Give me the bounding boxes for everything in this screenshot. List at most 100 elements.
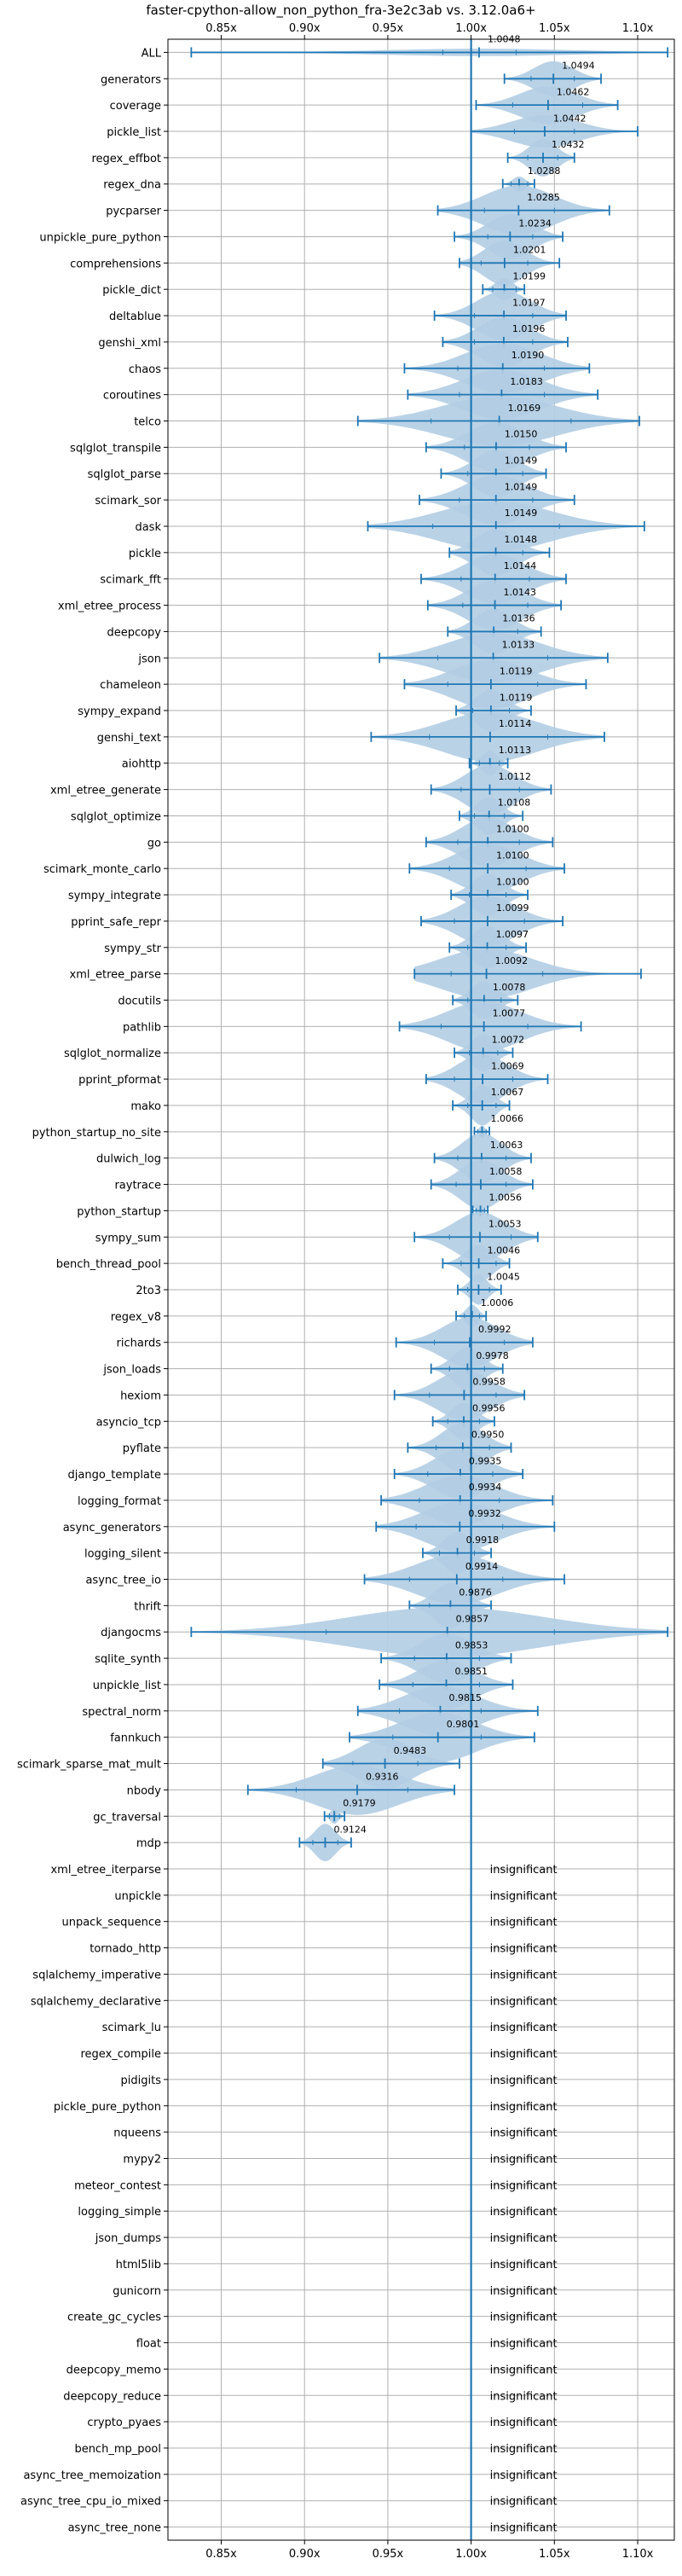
benchmark-label: fannkuch	[110, 1732, 161, 1745]
benchmark-label: thrift	[134, 1600, 161, 1613]
benchmark-label: deepcopy_reduce	[63, 2390, 161, 2403]
insignificant-label: insignificant	[490, 2338, 558, 2351]
insignificant-label: insignificant	[490, 2443, 558, 2456]
benchmark-label: richards	[117, 1337, 162, 1350]
benchmark-label: genshi_text	[97, 732, 161, 745]
data-label: 0.9914	[465, 1561, 499, 1572]
data-label: 1.0149	[505, 455, 538, 467]
data-label: 0.9801	[447, 1719, 480, 1730]
benchmark-label: coroutines	[103, 390, 161, 403]
insignificant-label: insignificant	[490, 2048, 558, 2061]
grid-layer	[168, 39, 674, 2540]
violin-deltablue	[433, 290, 567, 341]
benchmark-label: unpickle_list	[93, 1680, 161, 1692]
data-label: 0.9316	[366, 1772, 399, 1783]
violin-2to3	[457, 1274, 502, 1305]
data-label: 1.0119	[500, 692, 533, 703]
benchmark-label: create_gc_cycles	[67, 2312, 161, 2324]
benchmark-label: pycparser	[106, 206, 161, 218]
data-label: 1.0169	[508, 403, 541, 414]
data-label: 0.9876	[459, 1587, 492, 1598]
benchmark-label: gunicorn	[113, 2285, 161, 2298]
benchmark-label: deltablue	[109, 310, 161, 323]
data-label: 1.0183	[510, 376, 543, 387]
violin-async_generators	[375, 1501, 556, 1552]
violin-chaos	[403, 343, 591, 394]
benchmark-label: sqlite_synth	[95, 1653, 161, 1666]
benchmark-label: sqlglot_parse	[88, 468, 161, 481]
benchmark-label: django_template	[68, 1469, 161, 1482]
insignificant-label: insignificant	[490, 1969, 558, 1981]
violin-gc_traversal	[323, 1808, 346, 1825]
violin-django_template	[393, 1448, 524, 1500]
violin-sqlglot_transpile	[425, 422, 567, 473]
data-label: 1.0112	[499, 771, 532, 782]
data-label: 1.0462	[557, 86, 590, 97]
violin-sqlite_synth	[380, 1633, 512, 1684]
benchmark-label: tornado_http	[90, 1943, 161, 1956]
benchmark-label: mdp	[136, 1837, 161, 1850]
data-label: 1.0149	[505, 481, 538, 492]
benchmark-label: sqlglot_optimize	[71, 810, 161, 823]
data-label: 0.9978	[476, 1350, 509, 1361]
insignificant-label: insignificant	[490, 2022, 558, 2034]
data-label: 0.9179	[343, 1798, 376, 1809]
benchmark-label: sympy_str	[104, 943, 161, 955]
benchmark-label: python_startup_no_site	[32, 1127, 161, 1140]
benchmark-label: logging_format	[78, 1495, 161, 1508]
violin-nbody	[246, 1765, 455, 1815]
data-label: 1.0114	[499, 718, 532, 729]
violin-djangocms	[190, 1607, 669, 1657]
data-label: 1.0432	[552, 139, 585, 150]
benchmark-label: pickle_list	[107, 126, 161, 139]
data-label: 1.0099	[496, 902, 529, 914]
benchmark-label: json_loads	[102, 1364, 161, 1377]
benchmark-label: xml_etree_generate	[50, 785, 161, 798]
violin-pickle_list	[470, 115, 639, 148]
data-label: 1.0190	[512, 350, 545, 361]
benchmark-label: gc_traversal	[93, 1811, 161, 1824]
violin-sympy_str	[448, 925, 527, 969]
data-label: 1.0092	[495, 955, 529, 966]
tick-label-top: 1.05x	[539, 22, 570, 35]
data-label: 1.0067	[491, 1087, 524, 1098]
benchmark-label: sympy_integrate	[68, 890, 161, 902]
benchmark-label: pyflate	[123, 1442, 161, 1455]
data-label: 1.0234	[518, 218, 552, 229]
data-label: 1.0150	[505, 429, 538, 440]
benchmark-label: pidigits	[121, 2074, 162, 2087]
data-label: 1.0046	[488, 1244, 521, 1256]
benchmark-label: bench_thread_pool	[56, 1258, 161, 1271]
benchmark-label: nqueens	[113, 2127, 161, 2140]
data-label: 0.9932	[468, 1508, 501, 1519]
benchmark-label: deepcopy	[107, 626, 161, 639]
benchmark-label: xml_etree_parse	[70, 969, 161, 982]
violin-raytrace	[430, 1159, 534, 1210]
data-label: 1.0077	[493, 1008, 526, 1019]
benchmark-label: mypy2	[123, 2153, 161, 2166]
benchmark-label: logging_silent	[84, 1548, 161, 1561]
data-label: 1.0288	[528, 165, 561, 177]
data-label: 1.0113	[499, 745, 532, 756]
violin-xml_etree_process	[426, 580, 563, 630]
insignificant-label: insignificant	[490, 2469, 558, 2482]
violin-unpickle_pure_python	[454, 214, 564, 259]
data-label: 1.0196	[512, 323, 546, 334]
tick-label-bottom: 1.00x	[455, 2548, 487, 2561]
benchmark-label: regex_compile	[80, 2048, 161, 2061]
benchmark-label: dulwich_log	[96, 1153, 161, 1166]
benchmark-label: djangocms	[101, 1627, 161, 1639]
violin-sqlglot_normalize	[454, 1034, 514, 1072]
benchmark-label: sqlalchemy_imperative	[32, 1969, 161, 1981]
data-label: 0.9918	[466, 1535, 500, 1546]
insignificant-label: insignificant	[490, 2153, 558, 2166]
insignificant-label: insignificant	[490, 1995, 558, 2008]
tick-label-bottom: 0.90x	[289, 2548, 321, 2561]
benchmark-label: pprint_safe_repr	[71, 916, 161, 929]
benchmark-label: comprehensions	[70, 258, 161, 270]
tick-label-bottom: 1.05x	[539, 2548, 570, 2561]
benchmark-label: spectral_norm	[82, 1706, 161, 1719]
data-label: 0.9958	[472, 1377, 506, 1388]
violin-generators	[503, 61, 602, 96]
benchmark-label: async_tree_none	[68, 2522, 161, 2535]
